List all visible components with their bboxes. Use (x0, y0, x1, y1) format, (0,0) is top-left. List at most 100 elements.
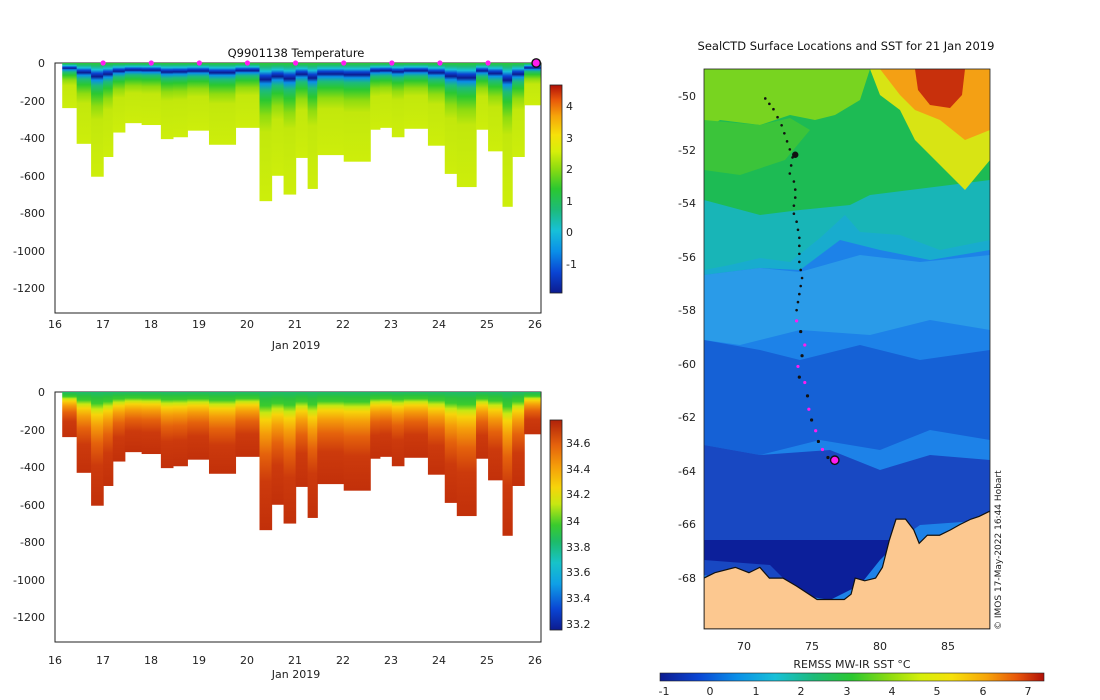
temperature-profile-column (208, 63, 237, 145)
track-position (795, 220, 798, 224)
temperature-profile-column (172, 63, 188, 138)
x-tick-label: 16 (48, 318, 62, 331)
salinity-x-axis: 16 17 18 19 20 21 22 23 24 25 26 Jan 201… (48, 654, 542, 681)
salinity-profile-column (141, 392, 162, 455)
y-tick-label: -400 (20, 132, 45, 145)
track-position (763, 97, 767, 100)
x-tick-label: 18 (144, 318, 158, 331)
temperature-profile-column (391, 63, 405, 138)
temperature-profile-column (403, 63, 429, 129)
temperature-profile-column (476, 63, 489, 130)
salinity-profile-columns (62, 392, 541, 536)
colorbar-tick-label: 0 (707, 685, 714, 698)
x-axis-label: Jan 2019 (271, 339, 320, 352)
track-position (776, 115, 779, 119)
temperature-panel-title: Q9901138 Temperature (228, 46, 365, 60)
track-position (795, 319, 799, 323)
colorbar-tick-label: 33.4 (566, 592, 591, 605)
salinity-profile-column (379, 392, 393, 457)
temperature-profile-column (370, 63, 381, 130)
colorbar-tick-label: 1 (566, 195, 573, 208)
current-location-marker (829, 455, 840, 466)
map-title: SealCTD Surface Locations and SST for 21… (698, 39, 995, 53)
track-position (796, 364, 800, 369)
track-position (800, 354, 804, 358)
colorbar-tick-label: 6 (980, 685, 987, 698)
x-tick-label: 24 (432, 318, 446, 331)
sealctd-track (763, 97, 840, 466)
salinity-profile-column (112, 392, 126, 462)
profile-date-marker (148, 60, 154, 66)
latitude-tick-label: -62 (678, 411, 696, 424)
sst-field (704, 69, 990, 629)
x-tick-label: 21 (288, 654, 302, 667)
temperature-profile-column (512, 63, 525, 157)
y-tick-label: -600 (20, 499, 45, 512)
latitude-tick-label: -54 (678, 197, 696, 210)
profile-date-marker (100, 60, 106, 66)
track-position (805, 394, 810, 398)
temperature-profile-column (379, 63, 393, 128)
temperature-profile-column (488, 63, 504, 152)
x-tick-label: 21 (288, 318, 302, 331)
temperature-profile-column (427, 63, 446, 146)
temperature-profile-column (295, 63, 309, 158)
x-axis-label: Jan 2019 (271, 668, 320, 681)
track-position (826, 455, 830, 460)
longitude-tick-label: 80 (873, 640, 887, 653)
y-tick-label: -1000 (13, 245, 45, 258)
track-position (788, 148, 792, 151)
temperature-x-axis: 16 17 18 19 20 21 22 23 24 25 26 Jan 201… (48, 318, 542, 352)
track-position (792, 212, 796, 215)
colorbar-tick-label: -1 (566, 258, 577, 271)
profile-date-marker (485, 60, 491, 66)
temperature-colorbar: -1 0 1 2 3 4 (549, 84, 577, 294)
track-position (768, 102, 771, 106)
temperature-profile-column (141, 63, 162, 126)
profile-date-marker (389, 60, 395, 66)
latest-profile-marker (531, 58, 542, 68)
salinity-profile-column (343, 392, 371, 491)
colorbar-tick-label: 3 (844, 685, 851, 698)
latitude-tick-label: -52 (678, 144, 696, 157)
colorbar-tick-label: 1 (753, 685, 760, 698)
temperature-y-axis: 0 -200 -400 -600 -800 -1000 -1200 (13, 57, 45, 295)
colorbar-tick-label: 2 (798, 685, 805, 698)
sst-yellow-green-patch (704, 69, 870, 130)
track-position (793, 196, 797, 199)
track-position (789, 164, 793, 167)
y-tick-label: -200 (20, 95, 45, 108)
sst-warm-core (915, 69, 965, 108)
sst-colorbar-scale (659, 672, 1045, 682)
x-tick-label: 20 (240, 318, 254, 331)
x-tick-label: 18 (144, 654, 158, 667)
salinity-section-panel: 0 -200 -400 -600 -800 -1000 -1200 16 17 … (13, 386, 590, 681)
track-position (803, 343, 807, 347)
sst-cyan-transition (704, 180, 990, 275)
x-tick-label: 20 (240, 654, 254, 667)
track-position (792, 204, 796, 207)
track-position (795, 308, 798, 312)
track-position (788, 172, 792, 175)
track-position (798, 236, 801, 240)
x-tick-label: 19 (192, 654, 206, 667)
temperature-profile-column (259, 63, 273, 202)
track-position (820, 447, 825, 452)
x-tick-label: 19 (192, 318, 206, 331)
track-position (799, 268, 802, 272)
x-tick-label: 17 (96, 318, 110, 331)
temperature-profile-column (76, 63, 92, 144)
salinity-profile-column (488, 392, 504, 481)
salinity-profile-column (235, 392, 261, 457)
track-position (809, 418, 814, 422)
y-tick-label: 0 (38, 57, 45, 70)
temperature-profile-column (160, 63, 174, 140)
sst-colorbar: REMSS MW-IR SST °C -1 0 1 2 3 4 5 6 7 (659, 658, 1045, 698)
map-frame (703, 68, 991, 630)
salinity-profile-column (76, 392, 92, 473)
x-tick-label: 22 (336, 318, 350, 331)
temperature-section-panel: Q9901138 Temperature 0 -200 -400 -600 -8… (13, 46, 577, 352)
profile-date-marker (437, 60, 443, 66)
colorbar-label: REMSS MW-IR SST °C (793, 658, 911, 671)
